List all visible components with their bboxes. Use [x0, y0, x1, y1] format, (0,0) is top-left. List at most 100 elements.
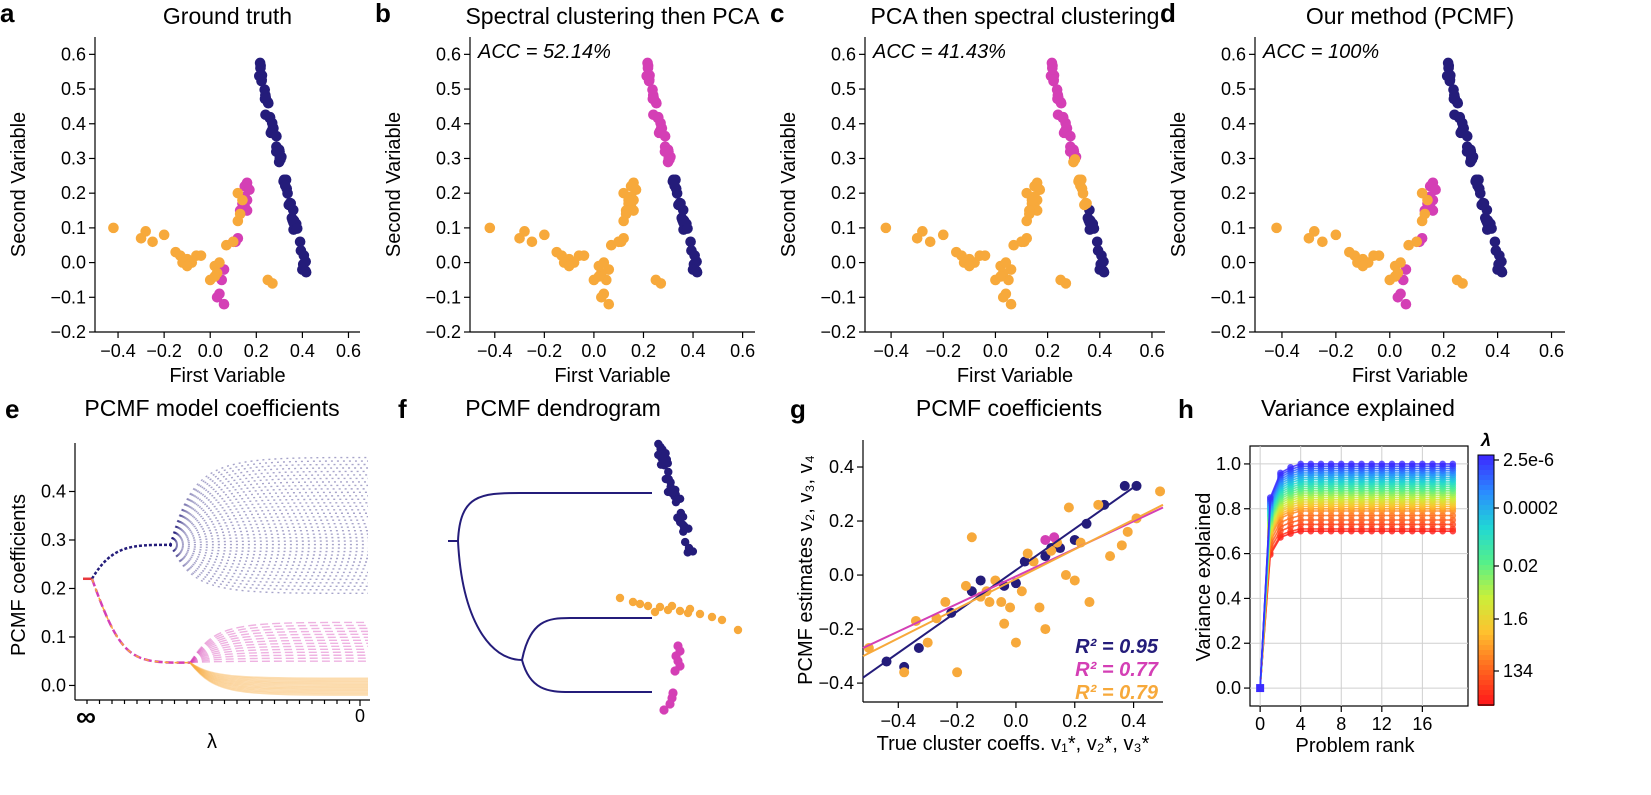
coefficient-line — [169, 544, 369, 570]
data-point — [1000, 257, 1012, 268]
variance-line — [1259, 519, 1453, 689]
colorbar-segment — [1478, 665, 1494, 671]
data-point — [1079, 199, 1090, 211]
data-point — [618, 187, 629, 199]
data-point — [642, 62, 654, 74]
x-tick-label: −0.4 — [477, 341, 513, 361]
colorbar-segment — [1478, 600, 1494, 606]
variance-point — [1348, 460, 1355, 468]
data-point — [1403, 239, 1414, 251]
data-point — [214, 257, 225, 268]
panel-letter: d — [1160, 0, 1176, 28]
r-squared-label: R² = 0.77 — [1075, 659, 1159, 681]
colorbar-segment — [1478, 650, 1494, 656]
x-tick-label: −0.4 — [873, 341, 909, 361]
colorbar-segment — [1478, 635, 1494, 641]
colorbar-segment — [1478, 505, 1494, 511]
y-tick-label: 0.1 — [41, 627, 66, 647]
coefficient-line — [189, 662, 369, 690]
data-point — [997, 291, 1009, 303]
x-tick-label: 0.2 — [244, 341, 269, 361]
y-tick-label: 0.4 — [831, 114, 856, 134]
variance-point — [1256, 684, 1265, 693]
panel-a: −0.4 −0.2 0.0 0.2 0.4 0.6 −0.2 −0.1 0.0 0.1 0.2 0.3… — [0, 0, 361, 387]
y-tick-label: 0.6 — [436, 44, 461, 64]
x-tick-label: 0.4 — [1121, 711, 1146, 731]
coefficient-line — [169, 544, 369, 563]
coefficient-line — [189, 662, 369, 689]
colorbar-segment — [1478, 610, 1494, 616]
colorbar-segment — [1478, 465, 1494, 471]
x-tick-label: 0.2 — [631, 341, 656, 361]
colorbar-segment — [1478, 485, 1494, 491]
data-point — [1069, 154, 1081, 165]
data-point — [279, 180, 291, 192]
coefficient-line — [189, 633, 369, 664]
leaf-point — [733, 625, 743, 635]
leaf-point — [707, 612, 717, 622]
data-point — [1034, 602, 1045, 613]
coefficient-line — [189, 662, 369, 683]
coefficient-line — [90, 578, 191, 664]
coefficient-line — [169, 544, 369, 549]
variance-point — [1266, 494, 1274, 501]
data-point — [1005, 602, 1016, 613]
y-tick-label: 0.0 — [1221, 253, 1246, 273]
coefficient-line — [169, 460, 369, 546]
y-tick-label: −0.1 — [425, 287, 461, 307]
data-point — [1443, 62, 1454, 74]
x-tick-label: 0.4 — [290, 341, 315, 361]
data-point — [291, 223, 303, 234]
data-point — [1098, 265, 1109, 277]
coefficient-line — [169, 544, 369, 595]
panel-letter: b — [375, 0, 391, 28]
colorbar-segment — [1478, 580, 1494, 586]
x-axis-label: First Variable — [957, 365, 1073, 387]
x-axis-label: λ — [207, 731, 217, 753]
variance-point — [1408, 460, 1416, 468]
dendrogram-branch — [521, 617, 652, 661]
r-squared-label: R² = 0.79 — [1075, 682, 1159, 704]
x-tick-label: 0.6 — [1539, 341, 1564, 361]
y-tick-label: 0.6 — [831, 44, 856, 64]
data-point — [1444, 74, 1456, 86]
x-tick-label: 0.4 — [1087, 341, 1112, 361]
data-point — [267, 278, 278, 289]
data-point — [1480, 214, 1492, 226]
coefficient-line — [189, 648, 369, 664]
y-tick-label: 0.5 — [1221, 79, 1246, 99]
data-point — [484, 222, 496, 234]
data-point — [1060, 278, 1072, 289]
data-point — [1057, 112, 1069, 124]
data-point — [1427, 205, 1439, 216]
data-point — [669, 180, 680, 192]
coefficient-line — [169, 512, 369, 546]
y-tick-label: 1.0 — [1216, 454, 1241, 474]
coefficient-line — [169, 544, 369, 588]
leaf-point — [615, 593, 625, 603]
coefficient-line — [189, 662, 369, 692]
regression-line — [862, 482, 1141, 679]
data-point — [1271, 222, 1282, 234]
coefficient-line — [169, 526, 369, 546]
data-point — [917, 226, 928, 237]
coefficient-line — [189, 662, 369, 691]
colorbar-segment — [1478, 625, 1494, 631]
y-tick-label: 0.2 — [61, 183, 86, 203]
data-point — [984, 597, 995, 608]
colorbar-segment — [1478, 510, 1494, 516]
colorbar-segment — [1478, 630, 1494, 636]
y-tick-label: 0.0 — [41, 675, 66, 695]
y-tick-label: 0.2 — [1221, 183, 1246, 203]
data-point — [1454, 112, 1465, 124]
data-point — [673, 199, 684, 211]
y-tick-label: 0.0 — [436, 253, 461, 273]
y-tick-label: 0.8 — [1216, 499, 1241, 519]
y-axis-label: Second Variable — [1168, 112, 1190, 257]
data-point — [1392, 291, 1404, 303]
leaf-point — [670, 666, 680, 676]
data-point — [922, 637, 933, 648]
leaf-point — [628, 597, 638, 607]
coefficient-line — [169, 544, 369, 581]
colorbar-segment — [1478, 690, 1494, 696]
